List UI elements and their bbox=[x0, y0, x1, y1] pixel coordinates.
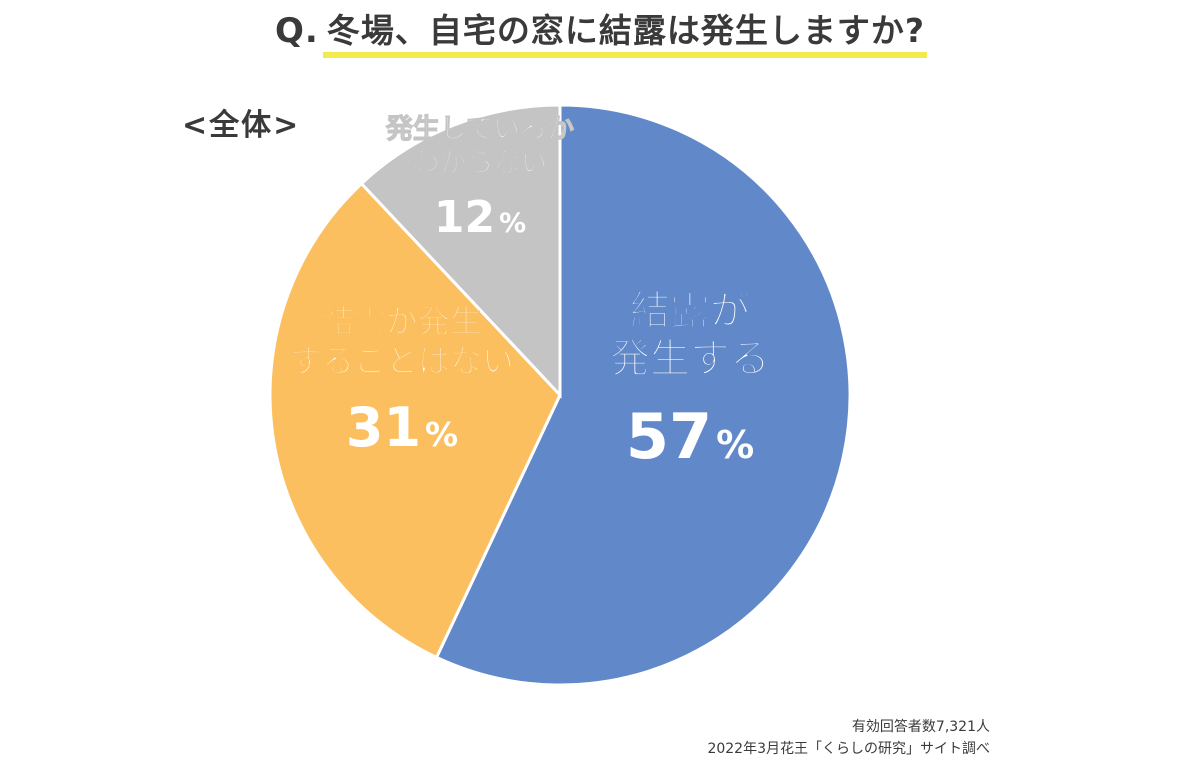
pie-slice-1 bbox=[434, 103, 852, 687]
slice-label-line: 発生しているか bbox=[385, 114, 574, 145]
slice-label-line: 結露が発生 bbox=[322, 302, 482, 340]
title-wrap: Q. 冬場、自宅の窓に結露は発生しますか? bbox=[0, 4, 1200, 58]
pie-slice-2 bbox=[268, 181, 562, 660]
slice-value-label: 12% bbox=[434, 192, 526, 243]
slice-label-line: 発生する bbox=[610, 336, 770, 382]
slice-value-label: 57% bbox=[626, 400, 754, 473]
slice-label-line: することはない bbox=[290, 342, 514, 380]
respondents-note: 有効回答者数7,321人 bbox=[851, 719, 990, 735]
source-note: 2022年3月花王「くらしの研究」サイト調べ bbox=[707, 741, 990, 757]
slice-label-line: 結露が bbox=[630, 288, 750, 334]
slice-value-label: 31% bbox=[346, 396, 458, 459]
pie-slice-3 bbox=[359, 103, 562, 399]
slice-label-line: わからない bbox=[413, 148, 548, 179]
chart-subtitle: <全体> bbox=[182, 108, 301, 143]
chart-title: Q. 冬場、自宅の窓に結露は発生しますか? bbox=[271, 4, 929, 58]
question-prefix: Q. bbox=[275, 11, 319, 51]
title-underline bbox=[323, 52, 927, 58]
question-text: 冬場、自宅の窓に結露は発生しますか? bbox=[326, 11, 925, 50]
